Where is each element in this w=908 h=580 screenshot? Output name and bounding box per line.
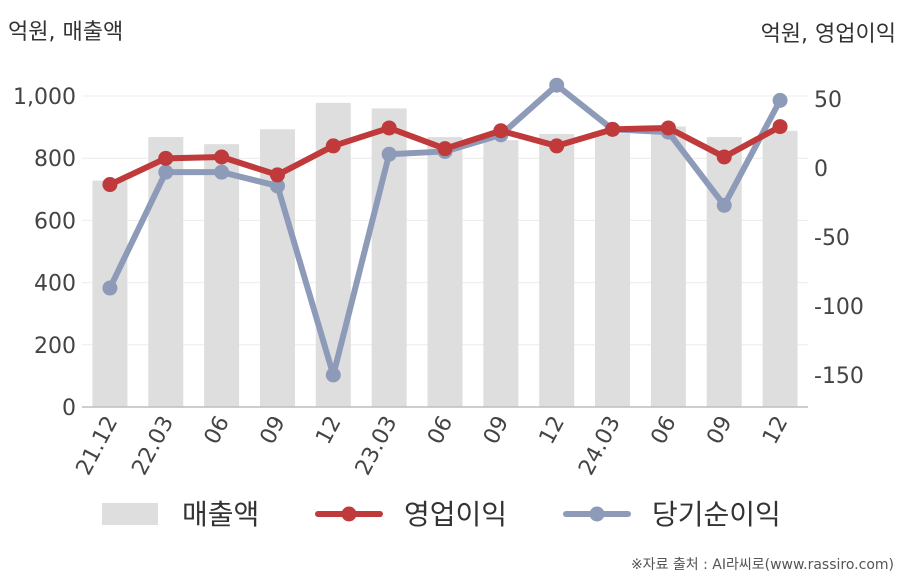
point-영업이익 [660,120,676,136]
y-left-tick-label: 400 [34,272,76,297]
point-당기순이익 [381,146,397,162]
x-tick-label: 09 [702,412,737,448]
y-left-tick-label: 800 [34,147,76,172]
x-tick-label: 24.03 [574,412,626,479]
y-right-tick-label: -150 [814,364,864,389]
point-영업이익 [214,149,230,165]
right-axis-unit-label: 억원, 영업이익 [760,22,896,47]
bar-매출액 [762,130,798,407]
point-당기순이익 [102,280,118,296]
point-당기순이익 [269,178,285,194]
y-right-tick-label: -100 [814,295,864,320]
point-당기순이익 [214,164,230,180]
point-영업이익 [269,167,285,183]
x-tick-label: 22.03 [127,412,179,479]
x-tick-label: 12 [758,412,793,448]
bar-매출액 [204,144,240,407]
x-tick-label: 12 [535,412,570,448]
point-당기순이익 [325,367,341,383]
point-영업이익 [158,150,174,166]
legend-label: 당기순이익 [652,498,781,531]
legend-swatch-point [341,506,357,522]
legend-swatch-point [589,506,605,522]
x-tick-label: 21.12 [72,412,124,479]
point-영업이익 [381,120,397,136]
point-영업이익 [549,138,565,154]
x-tick-label: 12 [311,412,346,448]
x-tick-label: 09 [479,412,514,448]
point-당기순이익 [549,77,565,93]
legend-label: 매출액 [182,498,259,531]
source-note: ※자료 출처 : AI라씨로(www.rassiro.com) [630,557,894,573]
left-axis-unit-label: 억원, 매출액 [8,20,124,45]
legend-swatch-bar [102,503,158,525]
y-left-tick-label: 0 [62,396,76,421]
bar-매출액 [427,137,463,407]
bar-매출액 [539,133,575,407]
y-right-tick-label: 50 [814,88,842,113]
x-tick-label: 23.03 [351,412,403,479]
y-left-tick-label: 600 [34,209,76,234]
bar-매출액 [483,140,519,408]
y-right-tick-label: -50 [814,226,850,251]
point-영업이익 [102,177,118,193]
x-tick-label: 06 [423,412,458,448]
y-left-tick-label: 1,000 [13,85,76,110]
point-당기순이익 [716,197,732,213]
point-영업이익 [325,138,341,154]
y-left-tick-label: 200 [34,334,76,359]
point-영업이익 [493,123,509,139]
x-tick-label: 09 [256,412,291,448]
point-영업이익 [437,141,453,157]
point-당기순이익 [158,164,174,180]
bar-매출액 [650,126,686,407]
y-right-tick-label: 0 [814,157,828,182]
bar-매출액 [595,133,631,407]
x-tick-label: 06 [646,412,681,448]
point-영업이익 [716,149,732,165]
x-tick-label: 06 [200,412,235,448]
point-영업이익 [772,119,788,135]
legend-label: 영업이익 [404,498,507,531]
point-영업이익 [605,121,621,137]
bar-매출액 [148,137,184,407]
point-당기순이익 [772,92,788,108]
